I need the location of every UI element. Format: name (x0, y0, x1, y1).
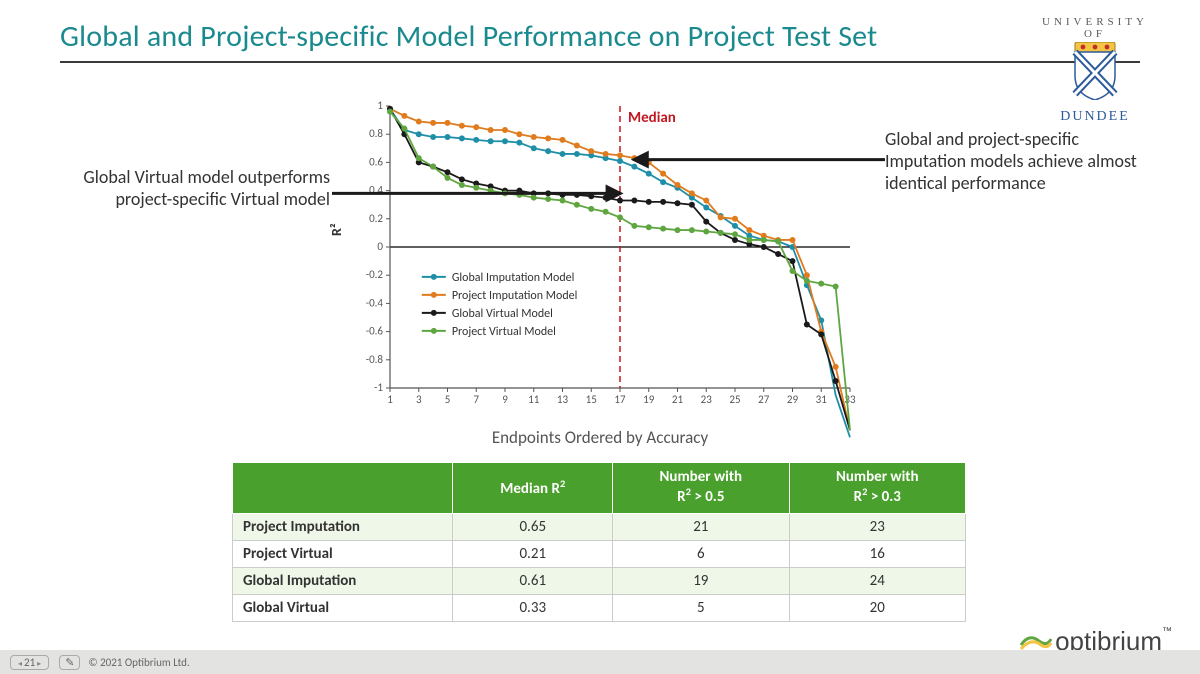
value-cell: 0.61 (453, 567, 613, 594)
svg-text:9: 9 (502, 393, 508, 406)
svg-text:-0.6: -0.6 (366, 325, 384, 338)
table-header: Number withR2 > 0.5 (613, 463, 789, 514)
chart-svg: -1-0.8-0.6-0.4-0.200.20.40.60.8113579111… (340, 96, 860, 416)
value-cell: 0.21 (453, 540, 613, 567)
svg-text:0.4: 0.4 (369, 184, 383, 197)
svg-text:23: 23 (701, 393, 713, 406)
svg-text:11: 11 (528, 393, 540, 406)
svg-text:1: 1 (387, 393, 393, 406)
page-number: 21 (24, 656, 35, 669)
row-name-cell: Global Virtual (233, 594, 453, 621)
value-cell: 16 (789, 540, 965, 567)
svg-text:25: 25 (729, 393, 740, 406)
value-cell: 24 (789, 567, 965, 594)
svg-text:Median: Median (628, 109, 676, 127)
value-cell: 6 (613, 540, 789, 567)
value-cell: 5 (613, 594, 789, 621)
svg-text:0.6: 0.6 (369, 155, 383, 168)
y-axis-label: R² (328, 223, 345, 236)
footer-bar: ◂21▸ ✎ © 2021 Optibrium Ltd. (0, 650, 1200, 674)
svg-text:-1: -1 (374, 381, 383, 394)
svg-text:27: 27 (758, 393, 770, 406)
annotation-right: Global and project-specific Imputation m… (885, 128, 1160, 194)
table-header: Median R2 (453, 463, 613, 514)
annotation-left: Global Virtual model outperforms project… (30, 166, 330, 210)
table-header: Number withR2 > 0.3 (789, 463, 965, 514)
svg-text:Project Virtual Model: Project Virtual Model (452, 325, 556, 339)
row-name-cell: Global Imputation (233, 567, 453, 594)
svg-text:19: 19 (643, 393, 655, 406)
page-indicator[interactable]: ◂21▸ (10, 655, 49, 670)
svg-text:Global Imputation Model: Global Imputation Model (452, 271, 575, 285)
table-row: Project Virtual0.21616 (233, 540, 966, 567)
svg-text:13: 13 (557, 393, 569, 406)
row-name-cell: Project Virtual (233, 540, 453, 567)
x-axis-label: Endpoints Ordered by Accuracy (340, 427, 860, 448)
svg-text:Project Imputation Model: Project Imputation Model (452, 289, 578, 303)
svg-text:1: 1 (377, 99, 383, 112)
university-arc-text: UNIVERSITY OF (1030, 16, 1160, 40)
shield-icon (1069, 42, 1121, 100)
table-row: Global Virtual0.33520 (233, 594, 966, 621)
svg-text:5: 5 (445, 393, 451, 406)
value-cell: 0.65 (453, 513, 613, 540)
copyright-text: © 2021 Optibrium Ltd. (88, 656, 189, 669)
svg-text:-0.8: -0.8 (366, 353, 384, 366)
university-logo: UNIVERSITY OF DUNDEE (1030, 16, 1160, 125)
performance-chart: -1-0.8-0.6-0.4-0.200.20.40.60.8113579111… (340, 96, 860, 416)
university-name: DUNDEE (1030, 109, 1160, 125)
svg-text:0.8: 0.8 (369, 127, 383, 140)
svg-text:0: 0 (377, 240, 383, 253)
svg-text:3: 3 (416, 393, 422, 406)
value-cell: 21 (613, 513, 789, 540)
value-cell: 20 (789, 594, 965, 621)
svg-text:0.2: 0.2 (369, 212, 383, 225)
svg-text:-0.4: -0.4 (366, 296, 384, 309)
svg-text:Global Virtual Model: Global Virtual Model (452, 307, 553, 321)
results-table: Median R2Number withR2 > 0.5Number withR… (232, 462, 966, 622)
table-row: Project Imputation0.652123 (233, 513, 966, 540)
title-rule (60, 61, 1140, 63)
svg-text:31: 31 (816, 393, 828, 406)
row-name-cell: Project Imputation (233, 513, 453, 540)
svg-text:21: 21 (672, 393, 684, 406)
svg-text:-0.2: -0.2 (366, 268, 384, 281)
svg-text:15: 15 (586, 393, 597, 406)
value-cell: 23 (789, 513, 965, 540)
slide: Global and Project-specific Model Perfor… (0, 0, 1200, 674)
pen-icon[interactable]: ✎ (59, 655, 80, 670)
svg-text:17: 17 (614, 393, 626, 406)
table-row: Global Imputation0.611924 (233, 567, 966, 594)
slide-title: Global and Project-specific Model Perfor… (60, 18, 1200, 55)
value-cell: 19 (613, 567, 789, 594)
value-cell: 0.33 (453, 594, 613, 621)
table-header (233, 463, 453, 514)
svg-text:29: 29 (787, 393, 799, 406)
tm-mark: ™ (1162, 626, 1172, 637)
svg-text:7: 7 (473, 393, 479, 406)
